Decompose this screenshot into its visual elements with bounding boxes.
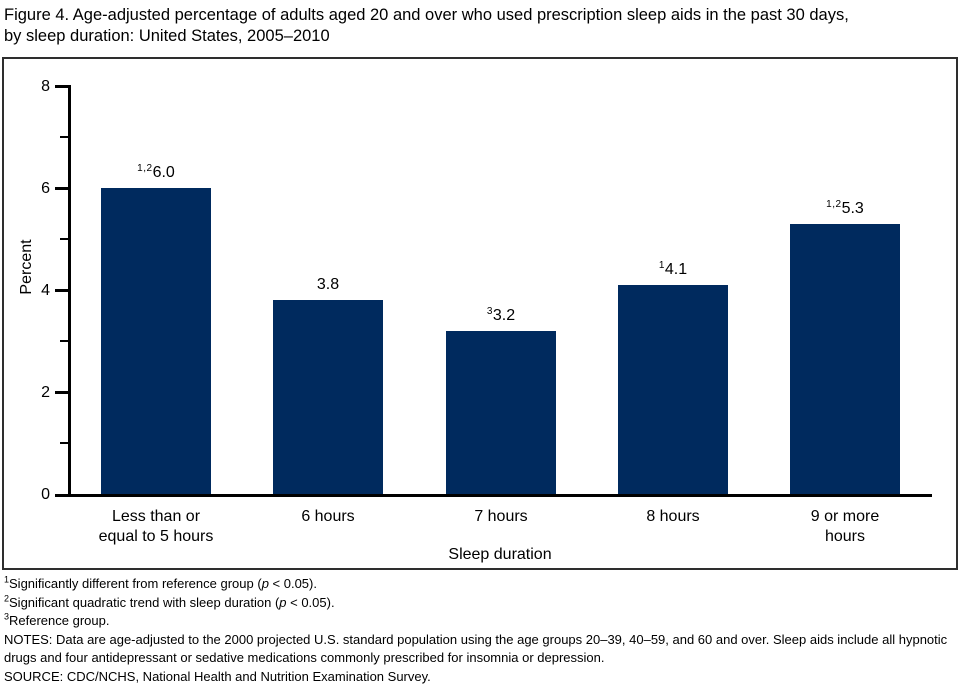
footnote-text: < 0.05). bbox=[286, 594, 335, 610]
y-axis-major-tick bbox=[55, 85, 69, 88]
bar-value-label: 3.8 bbox=[317, 275, 339, 294]
footnote-source: SOURCE: CDC/NCHS, National Health and Nu… bbox=[4, 668, 954, 687]
y-axis-title: Percent bbox=[18, 239, 35, 295]
footnotes: 1Significantly different from reference … bbox=[4, 575, 954, 686]
bar bbox=[790, 223, 900, 494]
x-tick-label: 9 or more hours bbox=[750, 507, 940, 547]
footnote-superscript: 2 bbox=[4, 593, 10, 604]
bar-group: 1,26.0 bbox=[101, 86, 211, 494]
y-axis-major-tick bbox=[55, 494, 69, 497]
y-axis-minor-tick bbox=[60, 136, 69, 138]
x-tick-label: 8 hours bbox=[578, 507, 768, 527]
plot-area: 1,26.0 3.8 33.2 14.1 1,25.3 bbox=[68, 86, 932, 494]
bar-value-superscript: 1,2 bbox=[826, 198, 842, 210]
bar-value-label: 14.1 bbox=[659, 260, 687, 279]
bar bbox=[618, 284, 728, 494]
bar bbox=[101, 188, 211, 494]
x-axis-labels: Less than or equal to 5 hours 6 hours 7 … bbox=[68, 507, 932, 551]
bar bbox=[446, 330, 556, 494]
y-tick-label: 8 bbox=[41, 78, 50, 95]
bar bbox=[273, 300, 383, 494]
x-tick-label-line1: 6 hours bbox=[301, 508, 355, 525]
y-axis-minor-tick bbox=[60, 442, 69, 444]
figure-title: Figure 4. Age-adjusted percentage of adu… bbox=[4, 5, 849, 47]
footnote-italic: p bbox=[279, 594, 287, 610]
y-tick-label: 2 bbox=[41, 384, 50, 401]
y-axis-major-tick bbox=[55, 391, 69, 394]
bar-group: 3.8 bbox=[273, 86, 383, 494]
y-axis-minor-tick bbox=[60, 238, 69, 240]
y-axis-major-tick bbox=[55, 289, 69, 292]
footnote-superscript: 3 bbox=[4, 611, 10, 622]
bar-value-label: 33.2 bbox=[487, 306, 515, 325]
footnote: 2Significant quadratic trend with sleep … bbox=[4, 594, 954, 613]
bar-value-text: 4.1 bbox=[664, 260, 688, 278]
footnote-text: Reference group. bbox=[9, 613, 110, 628]
bar-value-text: 3.2 bbox=[492, 306, 516, 324]
y-tick-label: 4 bbox=[41, 282, 50, 299]
y-tick-label: 0 bbox=[41, 486, 50, 503]
figure-title-line2: by sleep duration: United States, 2005–2… bbox=[4, 27, 330, 45]
x-tick-label: 6 hours bbox=[233, 507, 423, 527]
x-tick-label: 7 hours bbox=[406, 507, 596, 527]
x-axis-line bbox=[68, 494, 932, 497]
x-tick-label-line1: 9 or more bbox=[810, 508, 880, 525]
footnote-superscript: 1 bbox=[4, 574, 10, 585]
footnote-text: Significant quadratic trend with sleep d… bbox=[9, 594, 280, 610]
footnote-italic: p bbox=[261, 576, 269, 591]
x-tick-label: Less than or equal to 5 hours bbox=[61, 507, 251, 547]
bar-value-label: 1,26.0 bbox=[137, 163, 175, 182]
y-axis-minor-tick bbox=[60, 340, 69, 342]
bar-value-label: 1,25.3 bbox=[826, 199, 864, 218]
footnote-text: < 0.05). bbox=[268, 576, 317, 591]
bar-value-superscript: 3 bbox=[486, 305, 493, 317]
footnote-text: SOURCE: CDC/NCHS, National Health and Nu… bbox=[4, 668, 431, 684]
footnote-text: Significantly different from reference g… bbox=[9, 576, 262, 591]
bar-group: 33.2 bbox=[446, 86, 556, 494]
footnote-text: NOTES: Data are age-adjusted to the 2000… bbox=[4, 631, 948, 666]
bar-value-superscript: 1,2 bbox=[137, 163, 153, 174]
x-axis-title: Sleep duration bbox=[448, 546, 552, 563]
bar-group: 14.1 bbox=[618, 86, 728, 494]
bar-value-text: 6.0 bbox=[152, 164, 175, 181]
bar-value-text: 3.8 bbox=[316, 276, 340, 294]
bar-group: 1,25.3 bbox=[790, 86, 900, 494]
x-tick-label-line1: 7 hours bbox=[474, 508, 528, 525]
y-axis-major-tick bbox=[55, 187, 69, 190]
footnote-notes: NOTES: Data are age-adjusted to the 2000… bbox=[4, 631, 954, 668]
bar-value-text: 5.3 bbox=[841, 199, 864, 217]
x-tick-label-line1: Less than or bbox=[111, 508, 201, 525]
x-tick-label-line2: equal to 5 hours bbox=[98, 528, 214, 545]
figure-title-line1: Figure 4. Age-adjusted percentage of adu… bbox=[4, 6, 849, 24]
y-tick-label: 6 bbox=[41, 180, 50, 197]
footnote: 3Reference group. bbox=[4, 612, 954, 631]
x-tick-label-line1: 8 hours bbox=[646, 508, 700, 525]
chart-frame: Percent 8 6 4 2 0 1,26.0 3.8 33.2 14.1 1… bbox=[2, 57, 958, 570]
footnote: 1Significantly different from reference … bbox=[4, 575, 954, 594]
bar-value-superscript: 1 bbox=[658, 259, 665, 271]
y-axis-line bbox=[68, 85, 71, 497]
x-tick-label-line2: hours bbox=[824, 528, 866, 545]
